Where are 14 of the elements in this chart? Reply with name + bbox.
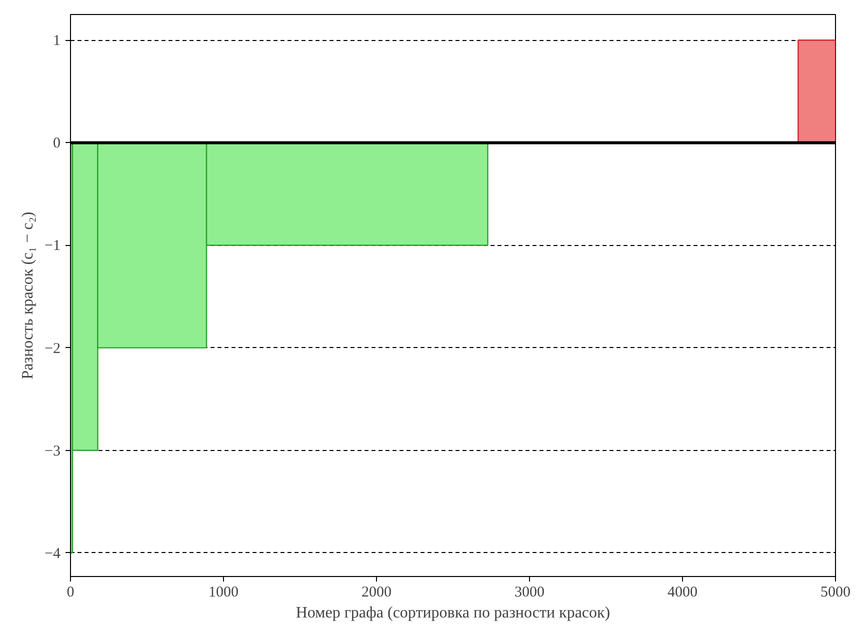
y-tick-label: −2 [44,340,61,357]
y-axis-title: Разность красок (c₁ − c₂) [20,212,37,380]
x-tick-label: 2000 [362,584,392,600]
x-tick-label: 4000 [668,584,698,600]
x-tick-label: 3000 [514,584,544,600]
y-tick-label: −3 [44,443,61,460]
y-tick-label: 0 [53,136,60,152]
x-axis-title: Номер графа (сортировка по разности красок) [296,604,610,622]
x-tick-label: 1000 [208,584,238,600]
y-tick-label: −4 [44,546,61,562]
y-tick-label: −1 [44,238,61,254]
x-tick-label: 5000 [820,584,850,600]
y-tick-label: 1 [53,33,60,50]
x-tick-label: 0 [66,584,74,600]
